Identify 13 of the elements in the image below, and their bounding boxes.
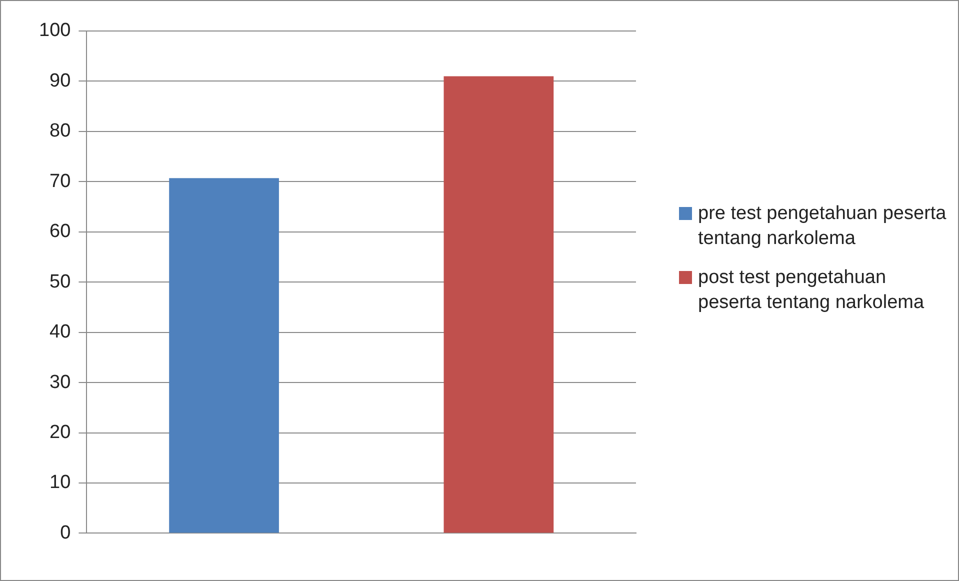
y-tick-label: 30	[50, 372, 71, 393]
y-tick-label: 40	[50, 322, 71, 343]
y-tick-label: 10	[50, 472, 71, 494]
legend-label: post test pengetahuan peserta tentang narkolema	[698, 266, 926, 315]
legend-label: pre test pengetahuan peserta tentang narkolema	[698, 202, 948, 251]
y-tick-label: 20	[50, 422, 71, 443]
y-tick-label: 60	[50, 221, 71, 242]
y-tick-label: 80	[50, 120, 71, 142]
y-tick-label: 50	[50, 271, 71, 292]
y-tick-label: 0	[60, 522, 71, 544]
y-tick-label: 90	[50, 70, 71, 92]
y-tick-label: 100	[39, 20, 71, 42]
y-tick-label: 70	[50, 170, 71, 192]
